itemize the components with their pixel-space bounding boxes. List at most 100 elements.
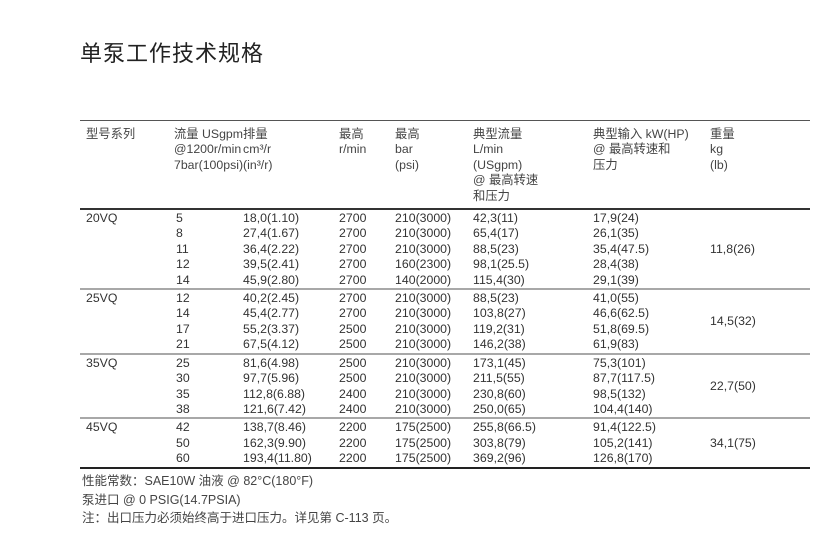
displacement-cell: 193,4(11.80)	[243, 451, 312, 466]
flow-cell: 42	[176, 420, 190, 435]
rpm-cell: 2400	[339, 401, 367, 416]
rpm-cell: 2500	[339, 321, 367, 336]
header-line: 型号系列	[86, 127, 136, 141]
rpm-cell: 2500	[339, 337, 367, 352]
table-row: 35VQ 25 81,6(4.98) 2500 210(3000) 173,1(45) 75…	[80, 353, 811, 393]
typical-flow-cell: 173,1(45)	[473, 355, 526, 370]
rpm-cell: 2200	[339, 451, 367, 466]
header-line: 排量	[243, 127, 268, 141]
header-line: 典型流量	[473, 127, 523, 141]
header-line: 典型输入 kW(HP)	[593, 127, 689, 141]
weight-cell: 22,7(50)	[710, 378, 756, 393]
flow-cell: 50	[176, 435, 190, 450]
flow-cell: 60	[176, 451, 190, 466]
header-line: 7bar(100psi)	[174, 157, 244, 172]
header-line: L/min	[473, 142, 504, 157]
header-model-series: 型号系列	[80, 121, 174, 210]
model-cell	[80, 273, 174, 289]
typical-flow-cell: 211,5(55)	[473, 371, 525, 386]
pressure-cell: 140(2000)	[395, 272, 452, 287]
rpm-cell: 2700	[339, 306, 367, 321]
header-displacement: 排量 cm³/r (in³/r)	[243, 121, 339, 210]
flow-cell: 5	[176, 211, 183, 226]
spec-table: 型号系列 流量 USgpm @1200r/min 7bar(100psi) 排量 cm³/…	[80, 120, 811, 470]
typical-flow-cell: 65,4(17)	[473, 226, 519, 241]
bottom-rule	[80, 466, 811, 470]
rpm-cell: 2700	[339, 291, 367, 306]
typical-flow-cell: 250,0(65)	[473, 401, 526, 416]
header-line: 重量	[710, 127, 735, 141]
typical-flow-cell: 42,3(11)	[473, 211, 518, 226]
flow-cell: 14	[176, 306, 190, 321]
flow-cell: 8	[176, 226, 183, 241]
flow-cell: 12	[176, 257, 190, 272]
pressure-cell: 210(3000)	[395, 306, 452, 321]
input-power-cell: 17,9(24)	[593, 211, 639, 226]
page-title: 单泵工作技术规格	[80, 42, 265, 67]
flow-cell: 38	[176, 401, 190, 416]
flow-cell: 14	[176, 272, 190, 287]
displacement-cell: 97,7(5.96)	[243, 371, 300, 386]
displacement-cell: 138,7(8.46)	[243, 420, 306, 435]
input-power-cell: 26,1(35)	[593, 226, 639, 241]
input-power-cell: 91,4(122.5)	[593, 420, 656, 435]
input-power-cell: 104,4(140)	[593, 401, 653, 416]
table-row: 20VQ 5 18,0(1.10) 2700 210(3000) 42,3(11) 17,9…	[80, 209, 810, 256]
table-header-row: 型号系列 流量 USgpm @1200r/min 7bar(100psi) 排量 cm³/…	[80, 120, 811, 210]
pressure-cell: 210(3000)	[395, 241, 452, 256]
pressure-cell: 210(3000)	[395, 291, 452, 306]
displacement-cell: 121,6(7.42)	[243, 401, 306, 416]
model-cell	[80, 387, 174, 402]
pressure-cell: 210(3000)	[395, 321, 452, 336]
displacement-cell: 45,4(2.77)	[243, 306, 300, 321]
model-cell	[80, 257, 174, 272]
header-line: 流量 USgpm	[174, 127, 244, 141]
flow-cell: 25	[176, 355, 190, 370]
flow-cell: 12	[176, 291, 190, 306]
model-cell	[80, 402, 174, 418]
model-cell	[80, 306, 174, 321]
weight-cell: 11,8(26)	[710, 241, 755, 256]
pressure-cell: 175(2500)	[395, 435, 452, 450]
pressure-cell: 210(3000)	[395, 355, 452, 370]
model-cell	[80, 451, 174, 467]
displacement-cell: 27,4(1.67)	[243, 226, 300, 241]
header-line: @ 最高转速	[473, 173, 539, 188]
typical-flow-cell: 98,1(25.5)	[473, 257, 530, 272]
typical-flow-cell: 88,5(23)	[473, 291, 519, 306]
rpm-cell: 2200	[339, 420, 367, 435]
header-line: (lb)	[710, 157, 728, 172]
typical-flow-cell: 369,2(96)	[473, 451, 526, 466]
pressure-cell: 210(3000)	[395, 386, 452, 401]
header-line: @1200r/min	[174, 142, 242, 157]
pressure-cell: 210(3000)	[395, 371, 452, 386]
header-line: (psi)	[395, 157, 419, 172]
displacement-cell: 18,0(1.10)	[243, 211, 300, 226]
input-power-cell: 126,8(170)	[593, 451, 653, 466]
flow-cell: 17	[176, 321, 190, 336]
input-power-cell: 28,4(38)	[593, 257, 639, 272]
table-row: 14 45,9(2.80) 2700 140(2000) 115,4(30) 29,1(3…	[80, 273, 810, 289]
model-cell	[80, 226, 174, 241]
pressure-cell: 210(3000)	[395, 401, 452, 416]
table-row: 11 36,4(2.22) 2700 210(3000) 88,5(23) 35,4(47…	[80, 242, 810, 257]
header-typical-flow: 典型流量 L/min (USgpm) @ 最高转速 和压力	[473, 121, 593, 210]
table-row: 8 27,4(1.67) 2700 210(3000) 65,4(17) 26,1(35)	[80, 226, 810, 241]
table-row: 60 193,4(11.80) 2200 175(2500) 369,2(96) 126,…	[80, 451, 810, 467]
model-cell: 35VQ	[86, 355, 118, 370]
table-row: 50 162,3(9.90) 2200 175(2500) 303,8(79) 105,2…	[80, 436, 810, 451]
table-row: 30 97,7(5.96) 2500 210(3000) 211,5(55) 87,7(1…	[80, 371, 810, 386]
input-power-cell: 75,3(101)	[593, 355, 646, 370]
table-row: 21 67,5(4.12) 2500 210(3000) 146,2(38) 61,9(8…	[80, 337, 810, 353]
typical-flow-cell: 255,8(66.5)	[473, 420, 536, 435]
header-line: @ 最高转速和	[593, 142, 671, 157]
table-row: 35 112,8(6.88) 2400 210(3000) 230,8(60) 98,5(…	[80, 387, 810, 402]
header-line: r/min	[339, 142, 367, 157]
displacement-cell: 40,2(2.45)	[243, 291, 300, 306]
rpm-cell: 2700	[339, 226, 367, 241]
header-line: cm³/r	[243, 142, 272, 157]
model-cell	[80, 371, 174, 386]
pressure-cell: 210(3000)	[395, 226, 452, 241]
table-row: 38 121,6(7.42) 2400 210(3000) 250,0(65) 104,4…	[80, 402, 810, 418]
header-max-pressure: 最高 bar (psi)	[395, 121, 473, 210]
